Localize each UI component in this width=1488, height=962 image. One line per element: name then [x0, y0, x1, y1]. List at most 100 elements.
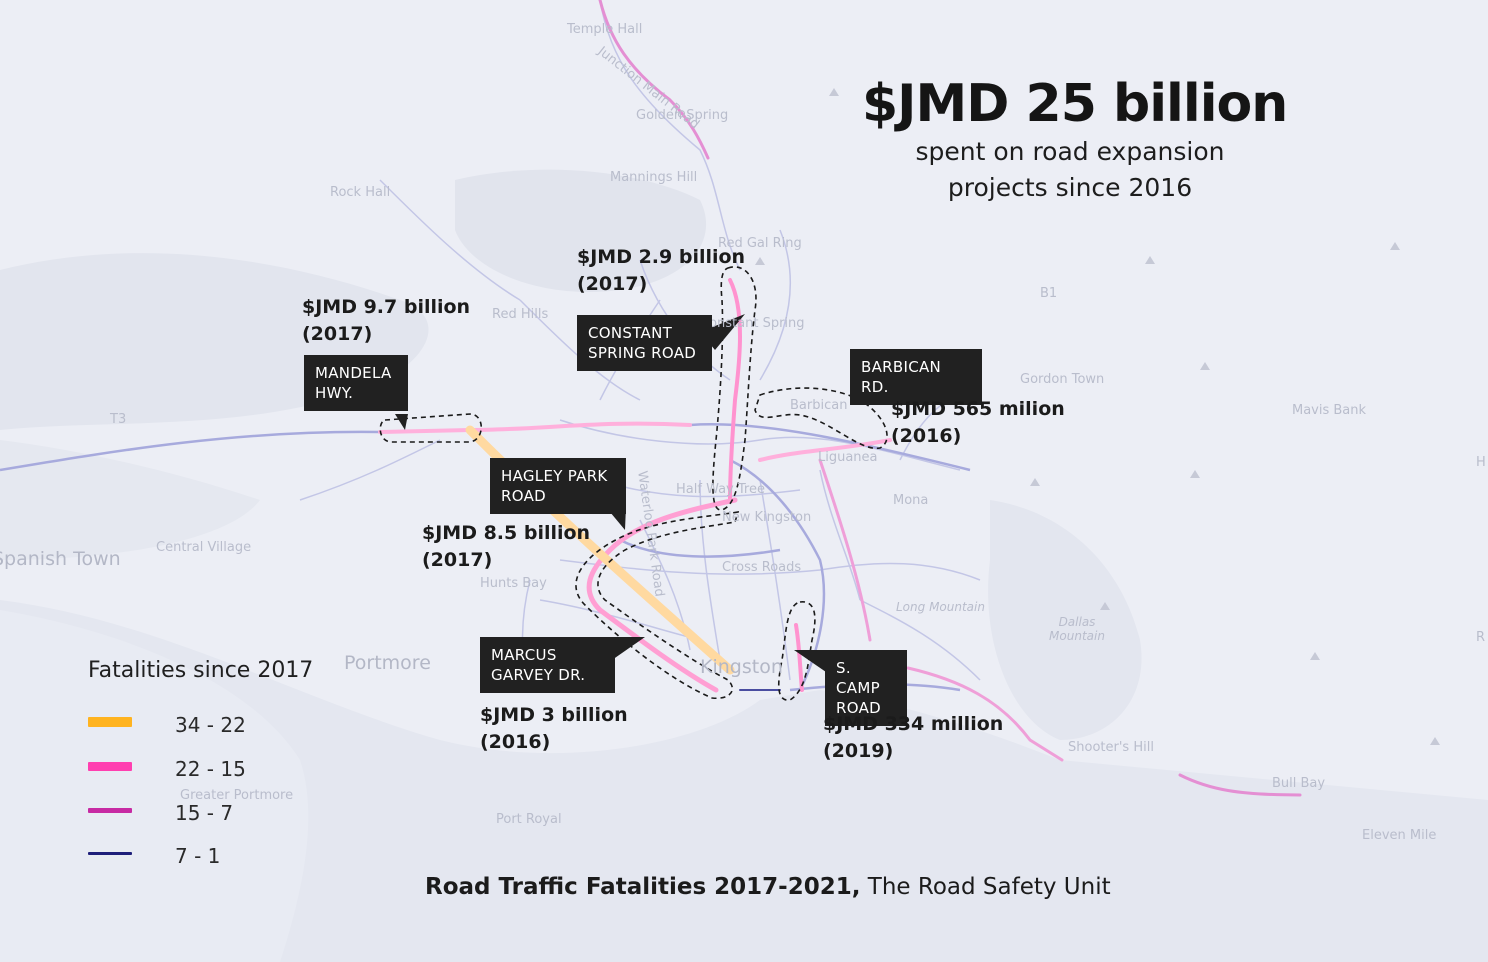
place-t3: T3: [110, 412, 127, 427]
road-label-barbican: BARBICAN RD.: [850, 349, 982, 405]
mandela-outline: [379, 413, 483, 443]
road-label-line: BARBICAN RD.: [861, 358, 942, 396]
project-cost-barbican: $JMD 565 milion (2016): [891, 396, 1065, 450]
place-red-gal-ring: Red Gal Ring: [718, 236, 802, 251]
project-cost-hagley-park: $JMD 8.5 billion (2017): [422, 520, 590, 574]
legend-label: 22 - 15: [175, 757, 246, 781]
place-mona: Mona: [893, 493, 929, 508]
project-cost-mandela: $JMD 9.7 billion (2017): [302, 294, 470, 348]
road-label-line: SPRING ROAD: [588, 344, 697, 362]
legend-swatch: [88, 762, 132, 771]
hellshire-land: [0, 610, 309, 962]
place-half-way-tree: Half Way Tree: [676, 482, 765, 497]
road-label-line: GARVEY DR.: [491, 666, 586, 684]
headline-subtitle: spent on road expansion projects since 2…: [880, 134, 1260, 206]
place-rock-hall: Rock Hall: [330, 185, 391, 200]
legend-item: 7 - 1: [88, 841, 328, 871]
place-barbican: Barbican: [790, 398, 848, 413]
road-label-line: ROAD: [836, 699, 881, 717]
headline-subtitle-line2: projects since 2016: [947, 173, 1193, 202]
place-mavis-bank: Mavis Bank: [1292, 403, 1367, 418]
place-long-mountain: Long Mountain: [896, 600, 985, 614]
road-label-mandela: MANDELA HWY.: [304, 355, 408, 411]
cost-year: (2017): [302, 323, 373, 345]
barbican-outline: [754, 387, 888, 449]
place-liguanea: Liguanea: [818, 450, 878, 465]
road-label-constant-spring: CONSTANT SPRING ROAD: [577, 315, 712, 371]
cost-year: (2016): [480, 731, 551, 753]
legend-label: 15 - 7: [175, 801, 234, 825]
place-spanish-town: Spanish Town: [0, 548, 121, 570]
legend-swatch: [88, 852, 132, 855]
place-portmore: Portmore: [344, 652, 431, 674]
place-h: H: [1476, 455, 1486, 470]
hill-shade: [0, 440, 260, 560]
source-credit: Road Traffic Fatalities 2017-2021, The R…: [425, 874, 1111, 900]
road-label-line: CONSTANT: [588, 324, 673, 342]
place-r: R: [1476, 630, 1486, 645]
cost-amount: $JMD 9.7 billion: [302, 296, 471, 318]
cost-amount: $JMD 2.9 billion: [577, 246, 746, 268]
road-label-line: ROAD: [501, 487, 546, 505]
place-cross-roads: Cross Roads: [722, 560, 802, 575]
place-constant-spring: Constant Spring: [700, 316, 805, 331]
place-kingston: Kingston: [700, 656, 783, 678]
road-label-line: HWY.: [315, 384, 354, 402]
road-label-line: MANDELA: [315, 364, 392, 382]
road-label-south-camp: S. CAMP ROAD: [825, 650, 907, 726]
headline-amount: $JMD 25 billion: [862, 74, 1288, 134]
peak-markers: [755, 88, 1440, 745]
cost-amount: $JMD 8.5 billion: [422, 522, 591, 544]
place-new-kingston: New Kingston: [722, 510, 812, 525]
cost-year: (2016): [891, 425, 962, 447]
legend-item: 34 - 22: [88, 710, 328, 740]
place-red-hills: Red Hills: [492, 307, 549, 322]
legend-item: 22 - 15: [88, 754, 328, 784]
place-gordon-town: Gordon Town: [1020, 372, 1105, 387]
place-golden-spring: Golden Spring: [636, 108, 729, 123]
road-label-line: MARCUS: [491, 646, 557, 664]
place-greater-portmore: Greater Portmore: [180, 788, 294, 803]
place-b1: B1: [1040, 286, 1058, 301]
place-shooters-hill: Shooter's Hill: [1068, 740, 1154, 755]
legend-title: Fatalities since 2017: [88, 658, 314, 683]
source-credit-bold: Road Traffic Fatalities 2017-2021,: [425, 874, 861, 900]
road-label-hagley-park: HAGLEY PARK ROAD: [490, 458, 626, 514]
project-cost-south-camp: $JMD 334 million (2019): [823, 711, 1003, 765]
legend-swatch: [88, 808, 132, 813]
project-cost-marcus-garvey: $JMD 3 billion (2016): [480, 702, 628, 756]
place-eleven-mile: Eleven Mile: [1362, 828, 1437, 843]
project-outlines: [379, 266, 888, 701]
harbour-water: [0, 600, 1488, 962]
south-camp-outline: [778, 601, 816, 701]
cost-amount: $JMD 3 billion: [480, 704, 628, 726]
place-temple-hall: Temple Hall: [567, 22, 643, 37]
cost-year: (2017): [577, 273, 648, 295]
hagley-marcus-outline: [575, 511, 740, 700]
constant-spring-outline: [712, 266, 757, 511]
legend-label: 7 - 1: [175, 844, 221, 868]
place-port-royal: Port Royal: [496, 812, 562, 827]
road-label-line: S. CAMP: [836, 659, 880, 697]
cost-amount: $JMD 565 milion: [891, 398, 1065, 420]
legend-label: 34 - 22: [175, 713, 246, 737]
place-hunts-bay: Hunts Bay: [480, 576, 547, 591]
cost-year: (2019): [823, 740, 894, 762]
road-label-marcus-garvey: MARCUS GARVEY DR.: [480, 637, 615, 693]
cost-year: (2017): [422, 549, 493, 571]
headline-subtitle-line1: spent on road expansion: [915, 137, 1225, 166]
road-label-line: HAGLEY PARK: [501, 467, 608, 485]
legend-item: 15 - 7: [88, 798, 328, 828]
source-credit-normal: The Road Safety Unit: [860, 874, 1111, 900]
project-cost-constant-spring: $JMD 2.9 billion (2017): [577, 244, 745, 298]
hill-shade: [455, 169, 707, 292]
hill-shade: [988, 500, 1142, 740]
legend-swatch: [88, 717, 132, 727]
place-bull-bay: Bull Bay: [1272, 776, 1326, 791]
cost-amount: $JMD 334 million: [823, 713, 1004, 735]
place-central-village: Central Village: [156, 540, 252, 555]
place-dallas-mountain: Dallas Mountain: [1049, 615, 1105, 643]
place-mannings-hill: Mannings Hill: [610, 170, 698, 185]
